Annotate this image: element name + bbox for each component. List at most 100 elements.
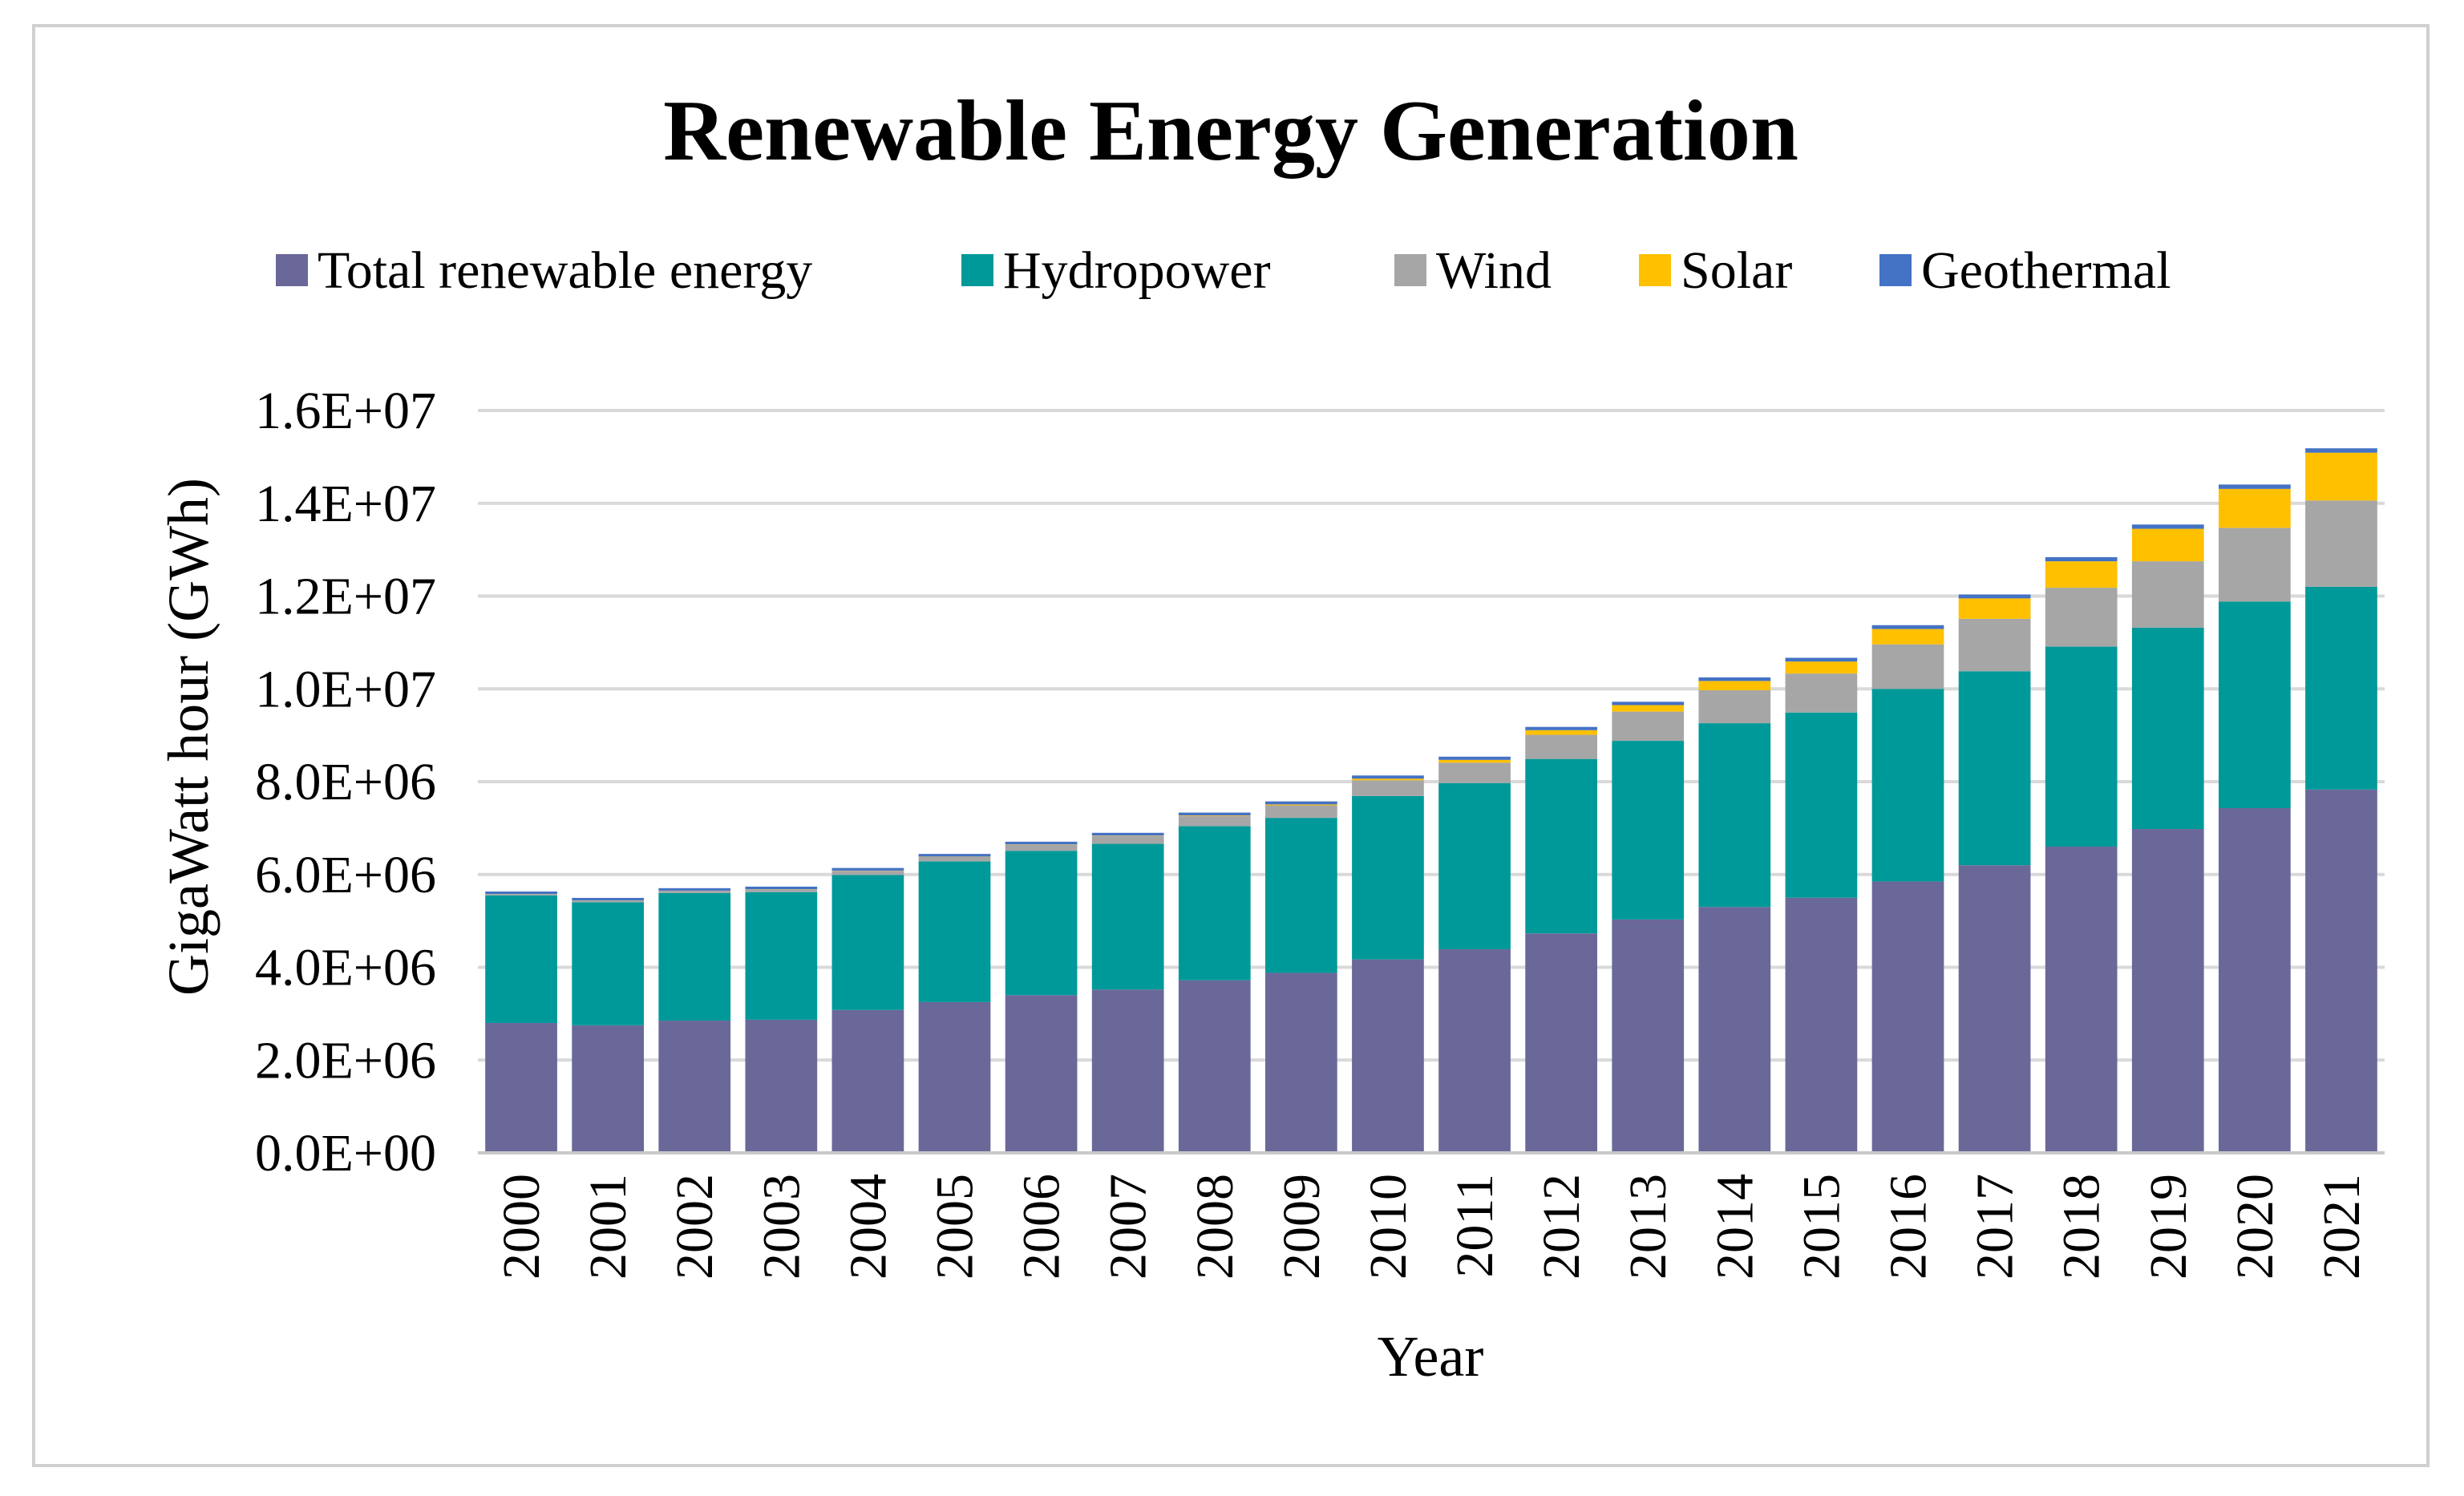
bar-wind-2019 xyxy=(2131,561,2204,628)
y-tick-label: 6.0E+06 xyxy=(255,846,436,904)
y-tick-label: 1.4E+07 xyxy=(255,475,436,533)
bar-geothermal-2012 xyxy=(1525,726,1597,730)
bar-total-renewable-energy-2010 xyxy=(1352,959,1424,1153)
x-tick-label: 2006 xyxy=(1013,1174,1071,1280)
bar-geothermal-2002 xyxy=(658,887,731,891)
bar-total-renewable-energy-2004 xyxy=(831,1009,904,1153)
bar-total-renewable-energy-2012 xyxy=(1525,933,1597,1153)
bar-total-renewable-energy-2000 xyxy=(485,1022,557,1153)
bar-wind-2015 xyxy=(1785,673,1858,713)
bar-wind-2021 xyxy=(2305,500,2377,587)
bar-hydropower-2008 xyxy=(1178,826,1251,980)
bar-hydropower-2015 xyxy=(1785,712,1858,898)
x-tick-label: 2012 xyxy=(1532,1174,1591,1280)
bar-wind-2018 xyxy=(2045,588,2118,647)
bar-solar-2012 xyxy=(1525,730,1597,735)
legend-swatch xyxy=(1394,254,1426,286)
x-tick-label: 2001 xyxy=(579,1174,637,1280)
bar-total-renewable-energy-2007 xyxy=(1091,989,1164,1153)
bar-total-renewable-energy-2016 xyxy=(1871,881,1944,1153)
bar-wind-2014 xyxy=(1698,689,1771,724)
y-tick-label: 2.0E+06 xyxy=(255,1031,436,1090)
bar-geothermal-2011 xyxy=(1438,756,1511,760)
y-tick-label: 8.0E+06 xyxy=(255,753,436,811)
bar-wind-2008 xyxy=(1178,815,1251,827)
bar-total-renewable-energy-2013 xyxy=(1612,919,1685,1153)
legend-swatch xyxy=(1639,254,1671,286)
bar-solar-2020 xyxy=(2219,488,2291,528)
bar-hydropower-2020 xyxy=(2219,601,2291,808)
bar-solar-2016 xyxy=(1871,629,1944,645)
bars xyxy=(485,448,2377,1153)
bar-hydropower-2003 xyxy=(745,892,818,1020)
bar-hydropower-2005 xyxy=(918,861,991,1002)
bar-hydropower-2000 xyxy=(485,895,557,1023)
x-tick-label: 2002 xyxy=(666,1174,724,1280)
y-tick-label: 1.2E+07 xyxy=(255,568,436,626)
bar-geothermal-2004 xyxy=(831,867,904,871)
x-tick-label: 2009 xyxy=(1272,1174,1331,1280)
bar-hydropower-2010 xyxy=(1352,795,1424,960)
bar-wind-2010 xyxy=(1352,780,1424,796)
x-tick-label: 2007 xyxy=(1099,1174,1158,1280)
bar-wind-2016 xyxy=(1871,644,1944,689)
bar-geothermal-2016 xyxy=(1871,625,1944,629)
x-tick-label: 2021 xyxy=(2312,1174,2371,1280)
bar-total-renewable-energy-2001 xyxy=(572,1025,644,1153)
bar-geothermal-2019 xyxy=(2131,524,2204,529)
x-tick-labels: 2000 2001 2002 2003 2004 2005 2006 2007 2008 2009… xyxy=(492,1174,2371,1280)
bar-geothermal-2000 xyxy=(485,891,557,894)
legend: Total renewable energy Hydropower Wind Sola… xyxy=(276,241,2171,300)
bar-total-renewable-energy-2020 xyxy=(2219,807,2291,1153)
bar-hydropower-2012 xyxy=(1525,758,1597,934)
bar-solar-2010 xyxy=(1352,778,1424,781)
bar-hydropower-2007 xyxy=(1091,843,1164,990)
bar-solar-2021 xyxy=(2305,452,2377,501)
bar-hydropower-2016 xyxy=(1871,689,1944,882)
y-tick-labels: 0.0E+00 2.0E+06 4.0E+06 6.0E+06 8.0E+06 1.0E+… xyxy=(255,382,436,1183)
x-tick-label: 2005 xyxy=(926,1174,985,1280)
bar-total-renewable-energy-2014 xyxy=(1698,907,1771,1153)
bar-geothermal-2001 xyxy=(572,897,644,901)
bar-solar-2019 xyxy=(2131,528,2204,562)
bar-solar-2009 xyxy=(1265,804,1337,806)
legend-swatch xyxy=(276,254,308,286)
legend-label: Wind xyxy=(1436,241,1552,300)
bar-hydropower-2009 xyxy=(1265,818,1337,973)
bar-geothermal-2010 xyxy=(1352,775,1424,779)
bar-geothermal-2021 xyxy=(2305,448,2377,453)
bar-total-renewable-energy-2005 xyxy=(918,1001,991,1153)
y-tick-label: 1.6E+07 xyxy=(255,382,436,440)
x-axis-title: Year xyxy=(1378,1324,1484,1389)
bar-solar-2013 xyxy=(1612,705,1685,712)
bar-total-renewable-energy-2019 xyxy=(2131,829,2204,1153)
bar-geothermal-2014 xyxy=(1698,677,1771,681)
x-tick-label: 2017 xyxy=(1966,1174,2025,1280)
bar-total-renewable-energy-2008 xyxy=(1178,980,1251,1153)
bar-total-renewable-energy-2006 xyxy=(1005,995,1078,1153)
bar-geothermal-2008 xyxy=(1178,812,1251,816)
legend-label: Total renewable energy xyxy=(318,241,812,300)
x-tick-label: 2019 xyxy=(2139,1174,2198,1280)
y-tick-label: 4.0E+06 xyxy=(255,939,436,997)
legend-label: Hydropower xyxy=(1003,241,1271,300)
bar-wind-2005 xyxy=(918,856,991,862)
bar-geothermal-2017 xyxy=(1958,594,2031,599)
bar-geothermal-2007 xyxy=(1091,832,1164,836)
legend-label: Geothermal xyxy=(1921,241,2171,300)
bar-total-renewable-energy-2009 xyxy=(1265,972,1337,1153)
bar-hydropower-2019 xyxy=(2131,627,2204,830)
legend-label: Solar xyxy=(1681,241,1792,300)
bar-wind-2017 xyxy=(1958,618,2031,672)
y-tick-label: 0.0E+00 xyxy=(255,1124,436,1183)
x-tick-label: 2004 xyxy=(839,1174,897,1280)
x-tick-label: 2014 xyxy=(1705,1174,1764,1280)
x-tick-label: 2020 xyxy=(2226,1174,2284,1280)
bar-hydropower-2017 xyxy=(1958,671,2031,866)
x-tick-label: 2015 xyxy=(1792,1174,1851,1280)
bar-hydropower-2011 xyxy=(1438,782,1511,949)
x-tick-label: 2008 xyxy=(1186,1174,1244,1280)
bar-hydropower-2006 xyxy=(1005,851,1078,996)
legend-swatch xyxy=(961,254,993,286)
bar-geothermal-2003 xyxy=(745,886,818,890)
